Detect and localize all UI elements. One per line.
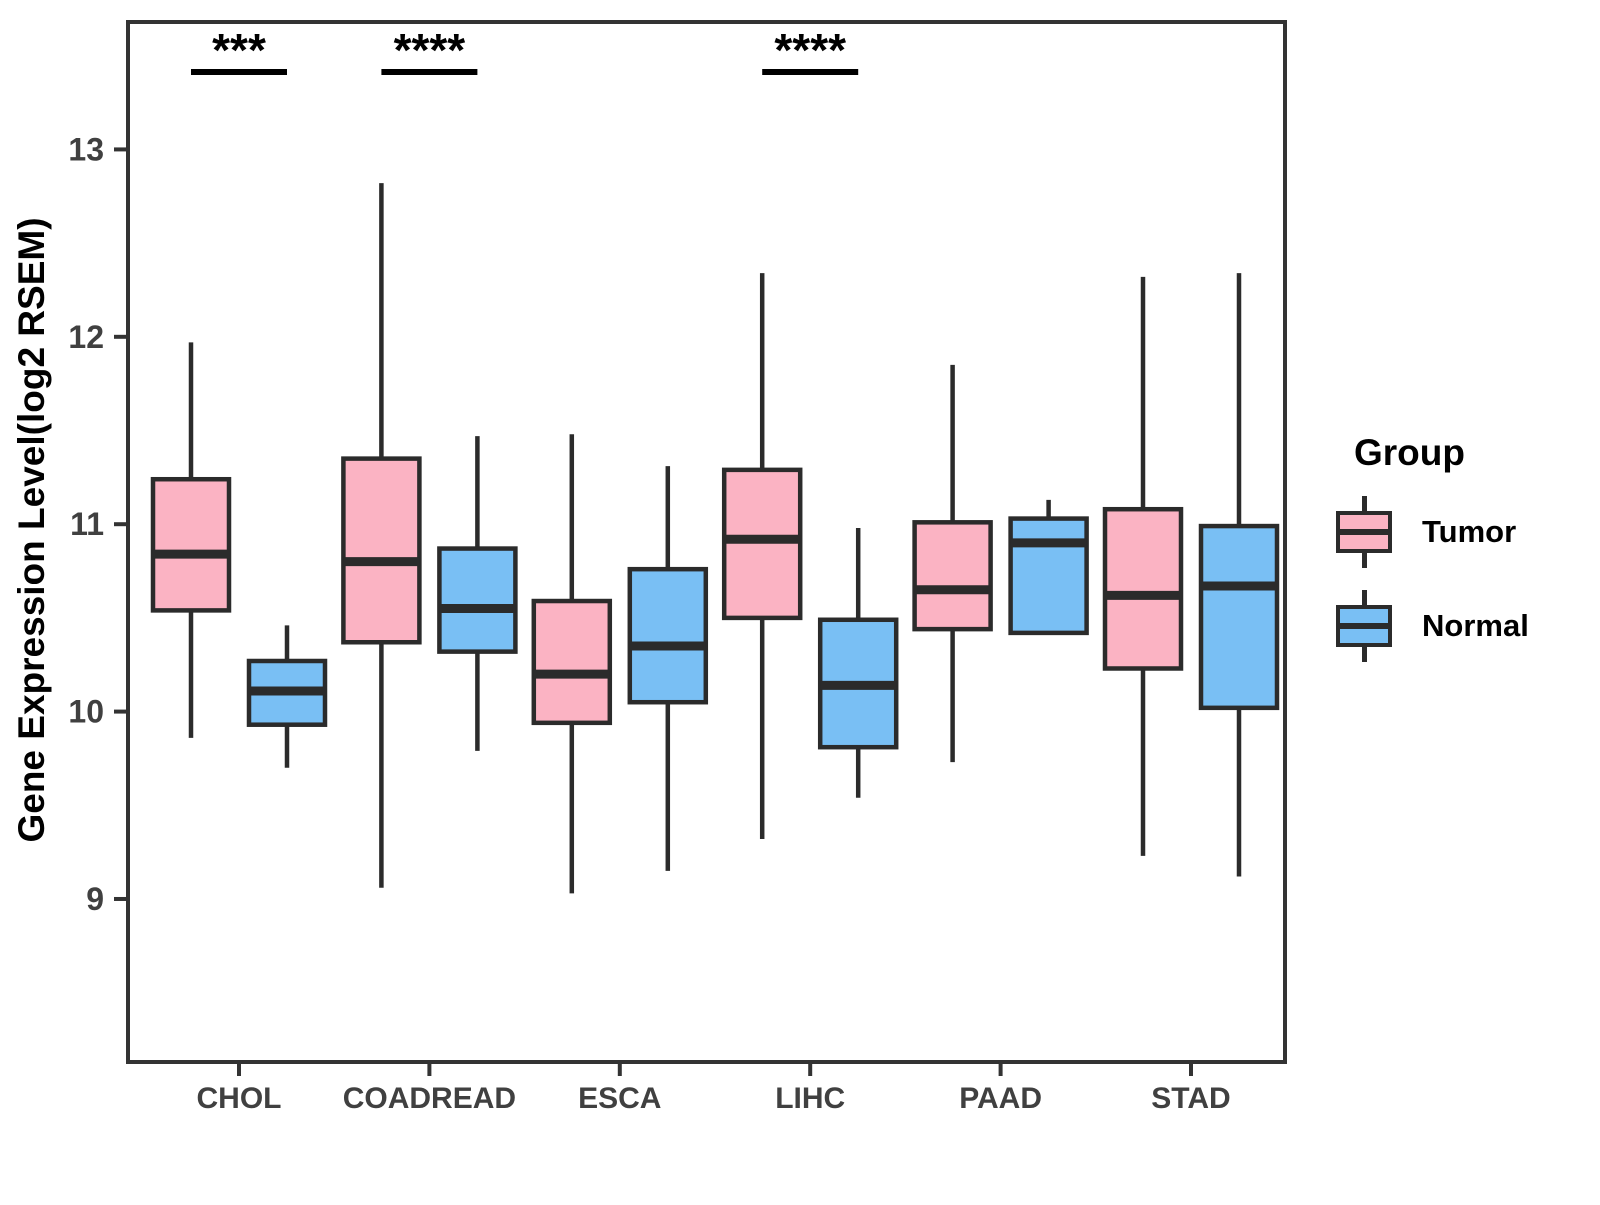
- plot-panel-border: [126, 20, 1287, 1064]
- box-paad-normal: [1008, 516, 1089, 636]
- x-tick-label-coadread: COADREAD: [343, 1082, 516, 1115]
- box-coadread-tumor: [341, 456, 422, 645]
- y-tick-label: 9: [86, 881, 104, 917]
- legend-item-tumor: Tumor: [1328, 496, 1588, 568]
- legend-item-normal: Normal: [1328, 590, 1588, 662]
- box-coadread-normal: [437, 546, 518, 654]
- key-median: [1340, 623, 1388, 629]
- legend-label-normal: Normal: [1422, 608, 1529, 643]
- y-tick-label: 11: [70, 506, 104, 542]
- box-lihc-tumor: [721, 467, 803, 621]
- x-tick-label-stad: STAD: [1151, 1082, 1230, 1115]
- significance-stars-coadread: ****: [394, 24, 466, 76]
- y-tick-label: 13: [68, 131, 104, 167]
- y-axis-title: Gene Expression Level(log2 RSEM): [11, 217, 52, 842]
- legend-label-tumor: Tumor: [1422, 514, 1517, 549]
- tumor-boxplot-key-icon: [1336, 496, 1392, 568]
- box-stad-tumor: [1102, 506, 1184, 671]
- significance-stars-lihc: ****: [774, 24, 846, 76]
- box-esca-normal: [627, 566, 709, 705]
- x-tick-label-lihc: LIHC: [775, 1082, 845, 1115]
- key-median: [1340, 529, 1388, 535]
- significance-stars-chol: ***: [212, 24, 266, 76]
- key-box: [1336, 605, 1392, 647]
- key-box: [1336, 511, 1392, 553]
- x-tick-label-esca: ESCA: [578, 1082, 661, 1115]
- box-stad-normal: [1198, 523, 1280, 711]
- box-chol-tumor: [150, 476, 232, 613]
- legend: Group Tumor Normal: [1328, 432, 1588, 662]
- legend-title: Group: [1354, 432, 1465, 473]
- y-tick-label: 10: [68, 694, 104, 730]
- x-tick-label-chol: CHOL: [197, 1082, 282, 1115]
- box-esca-tumor: [531, 598, 613, 726]
- normal-boxplot-key-icon: [1336, 590, 1392, 662]
- x-tick-label-paad: PAAD: [959, 1082, 1042, 1115]
- box-paad-tumor: [912, 520, 993, 632]
- y-tick-label: 12: [68, 319, 104, 355]
